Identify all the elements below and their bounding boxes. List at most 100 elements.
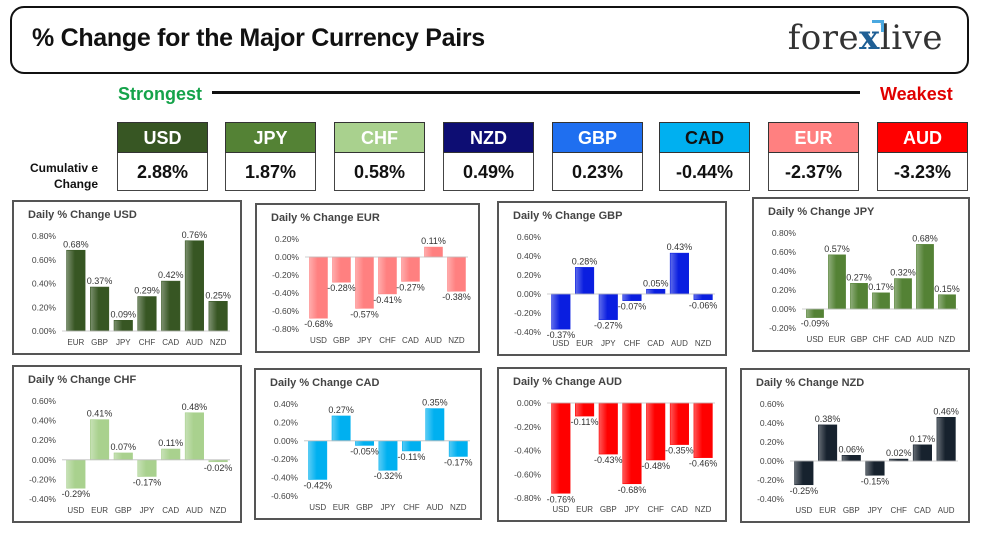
bar-cad <box>912 444 932 462</box>
currency-tile-chf: CHF 0.58% <box>334 122 425 193</box>
bar-chart: -0.40% -0.20% 0.00% 0.20% 0.40% 0.60% -0.37%US… <box>514 232 717 348</box>
x-category-label: JPY <box>625 505 640 514</box>
y-tick-label: 0.40% <box>274 399 299 409</box>
data-label: -0.02% <box>204 463 233 473</box>
currency-name: CAD <box>659 122 750 153</box>
y-tick-label: 0.60% <box>760 399 785 409</box>
y-tick-label: 0.00% <box>772 304 797 314</box>
x-category-label: CHF <box>873 335 890 344</box>
data-label: -0.25% <box>790 486 819 496</box>
chart-title: Daily % Change EUR <box>271 212 380 224</box>
chart-title: Daily % Change NZD <box>756 377 865 389</box>
bar-eur <box>90 419 110 461</box>
y-tick-label: -0.20% <box>29 474 56 484</box>
bar-jpy <box>355 256 374 309</box>
y-tick-label: 0.00% <box>517 289 542 299</box>
currency-name: GBP <box>552 122 643 153</box>
bar-usd <box>794 460 814 486</box>
bar-cad <box>161 280 181 332</box>
x-category-label: CAD <box>914 506 931 515</box>
data-label: 0.29% <box>134 286 160 296</box>
chart-panel-7: Daily % Change AUD -0.80% -0.60% -0.40% -0.2… <box>497 367 727 522</box>
data-label: -0.38% <box>442 292 471 302</box>
cumulative-change-label: Cumulativ e Change <box>29 161 98 191</box>
chart-panel-1: Daily % Change USD 0.00% 0.20% 0.40% 0.60% 0.… <box>12 200 242 355</box>
x-category-label: GBP <box>333 336 350 345</box>
x-category-label: NZD <box>448 336 465 345</box>
bar-jpy <box>378 440 398 471</box>
bar-chart: -0.40% -0.20% 0.00% 0.20% 0.40% 0.60% -0.25% US… <box>757 399 959 515</box>
y-tick-label: 0.40% <box>32 416 57 426</box>
x-category-label: EUR <box>819 506 836 515</box>
x-category-label: GBP <box>843 506 860 515</box>
data-label: 0.35% <box>422 398 448 408</box>
currency-name: AUD <box>877 122 968 153</box>
x-category-label: CHF <box>624 339 641 348</box>
bar-chart: -0.40% -0.20% 0.00% 0.20% 0.40% 0.60% -0.29% US… <box>29 396 233 515</box>
data-label: 0.07% <box>111 442 137 452</box>
bar-eur <box>575 402 595 417</box>
bar-usd <box>551 402 571 494</box>
bar-chf <box>401 440 421 452</box>
bar-aud <box>936 416 956 462</box>
bar-nzd <box>448 440 468 457</box>
data-label: -0.09% <box>801 319 830 329</box>
currency-tile-gbp: GBP 0.23% <box>552 122 643 193</box>
x-category-label: JPY <box>868 506 883 515</box>
data-label: 0.43% <box>667 242 693 252</box>
currency-name: CHF <box>334 122 425 153</box>
x-category-label: CAD <box>402 336 419 345</box>
bar-nzd <box>938 294 956 310</box>
x-category-label: CAD <box>162 506 179 515</box>
y-tick-label: 0.40% <box>517 251 542 261</box>
data-label: -0.68% <box>304 319 333 329</box>
data-label: 0.15% <box>934 284 960 294</box>
data-label: -0.43% <box>594 455 623 465</box>
data-label: 0.68% <box>912 233 938 243</box>
bar-nzd <box>447 256 466 292</box>
data-label: 0.41% <box>87 409 113 419</box>
y-tick-label: 0.80% <box>32 231 57 241</box>
chart-title: Daily % Change CHF <box>28 374 137 386</box>
y-tick-label: -0.60% <box>271 491 298 501</box>
currency-cumulative-value: 1.87% <box>225 153 316 191</box>
bar-chart: -0.60% -0.40% -0.20% 0.00% 0.20% 0.40% -0.42% U… <box>271 398 472 512</box>
bar-chf <box>622 293 642 301</box>
x-category-label: AUD <box>425 336 442 345</box>
x-category-label: CHF <box>139 338 156 347</box>
data-label: -0.48% <box>641 461 670 471</box>
data-label: -0.57% <box>350 309 379 319</box>
bar-eur <box>331 415 351 442</box>
x-category-label: CHF <box>890 506 907 515</box>
bar-eur <box>818 424 838 462</box>
bar-usd <box>308 440 328 480</box>
bar-cad <box>401 256 420 282</box>
bar-cad <box>646 288 666 295</box>
currency-cumulative-value: 2.88% <box>117 153 208 191</box>
y-tick-label: 0.20% <box>772 285 797 295</box>
data-label: -0.27% <box>396 282 425 292</box>
y-tick-label: 0.60% <box>517 232 542 242</box>
currency-name: JPY <box>225 122 316 153</box>
ranking-arrow-line <box>212 91 860 94</box>
x-category-label: JPY <box>116 338 131 347</box>
currency-tile-nzd: NZD 0.49% <box>443 122 534 193</box>
currency-name: USD <box>117 122 208 153</box>
x-category-label: NZD <box>695 505 712 514</box>
currency-cumulative-value: -2.37% <box>768 153 859 191</box>
x-category-label: GBP <box>600 505 617 514</box>
data-label: -0.41% <box>373 295 402 305</box>
page-title: % Change for the Major Currency Pairs <box>32 24 485 52</box>
y-tick-label: 0.40% <box>772 266 797 276</box>
x-category-label: JPY <box>601 339 616 348</box>
y-tick-label: 0.00% <box>274 436 299 446</box>
data-label: 0.46% <box>933 406 959 416</box>
data-label: 0.17% <box>868 282 894 292</box>
logo-arrow-x: x <box>859 18 880 58</box>
y-tick-label: -0.20% <box>271 454 298 464</box>
y-tick-label: 0.20% <box>275 234 300 244</box>
data-label: 0.27% <box>328 405 354 415</box>
data-label: 0.27% <box>846 272 872 282</box>
x-category-label: EUR <box>576 505 593 514</box>
x-category-label: USD <box>310 336 327 345</box>
